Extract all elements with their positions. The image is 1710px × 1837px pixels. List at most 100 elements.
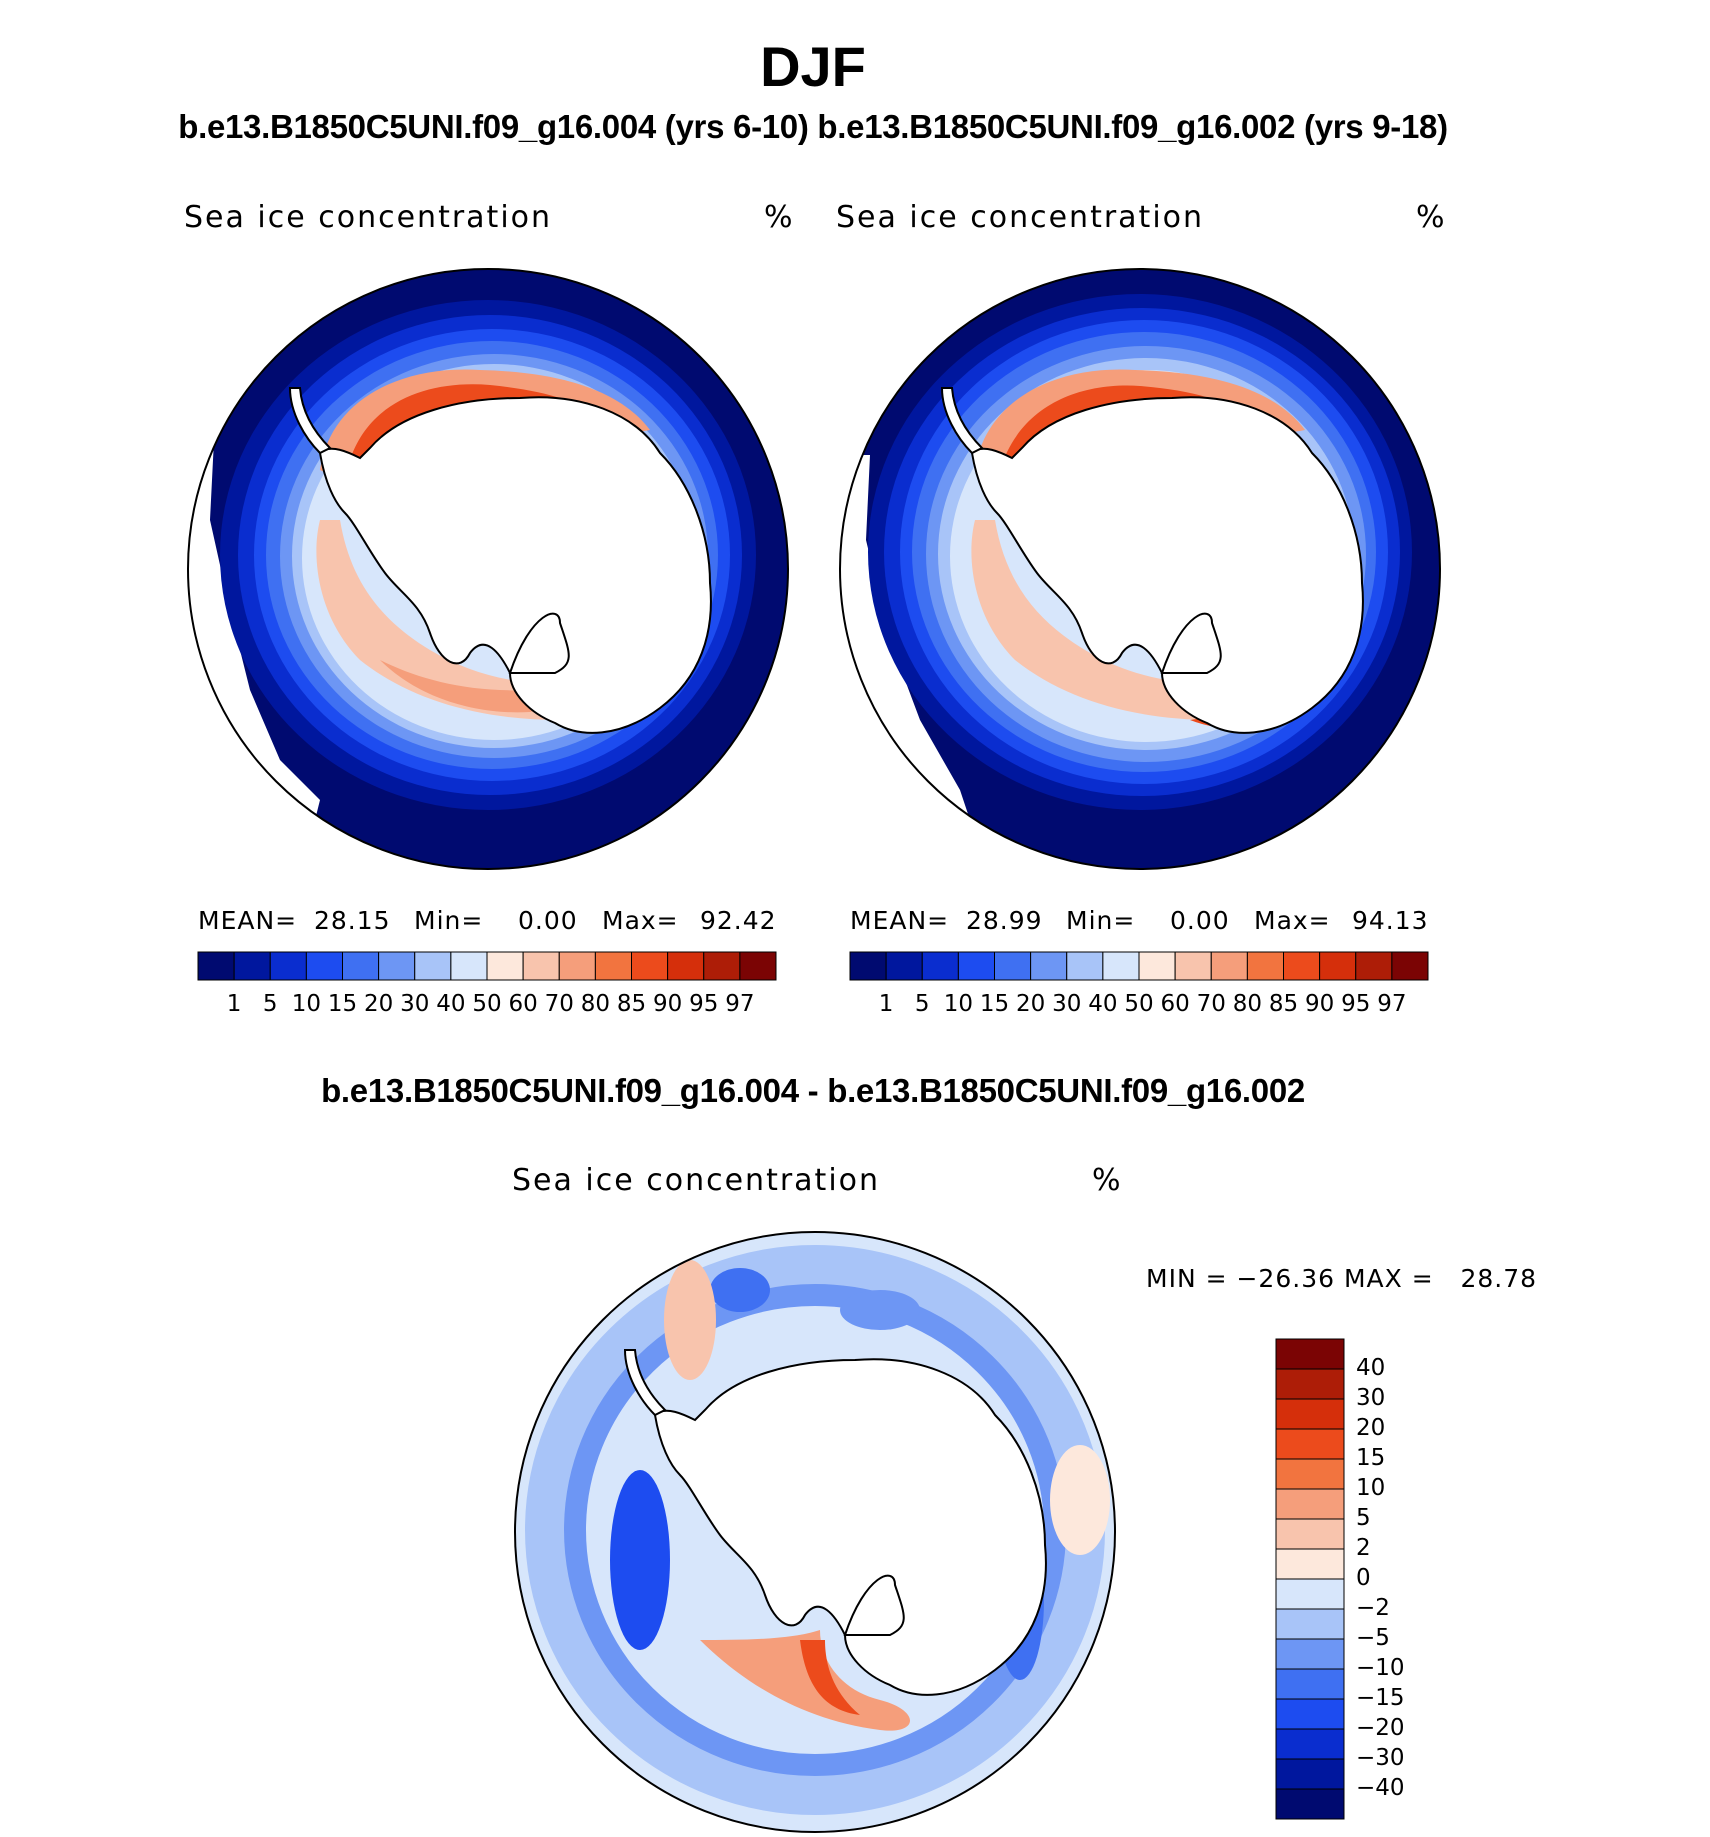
panel-2-colorbar-tick-1: 5 bbox=[914, 991, 930, 1017]
panel-2-ross-band bbox=[971, 520, 1263, 720]
panel-1-map-border bbox=[187, 268, 789, 870]
panel-2-colorbar-tick-6: 40 bbox=[1088, 991, 1118, 1017]
diff-blob-red-2 bbox=[1050, 1445, 1110, 1555]
panel-1-unit: % bbox=[764, 200, 793, 235]
diff-colorbar-tick-8: −2 bbox=[1356, 1595, 1390, 1621]
diff-colorbar-tick-13: −30 bbox=[1356, 1745, 1405, 1771]
panel-1-colorbar-tick-8: 60 bbox=[508, 991, 538, 1017]
panel-2-colorbar-tick-4: 20 bbox=[1015, 991, 1046, 1017]
diff-colorbar-swatch-14 bbox=[1275, 1758, 1345, 1790]
panel-2-colorbar bbox=[849, 951, 1429, 981]
diff-panel-title: Sea ice concentration bbox=[512, 1163, 881, 1198]
diff-panel-unit: % bbox=[1092, 1163, 1121, 1198]
panel-1-colorbar-tick-7: 50 bbox=[472, 991, 502, 1017]
panel-1-colorbar bbox=[197, 951, 777, 981]
panel-2-colorbar-tick-9: 70 bbox=[1196, 991, 1226, 1017]
diff-colorbar-tick-11: −15 bbox=[1356, 1685, 1405, 1711]
panel-2-colorbar-tick-7: 50 bbox=[1124, 991, 1154, 1017]
panel-1-colorbar-swatch-1 bbox=[233, 951, 271, 981]
diff-blob-north-1 bbox=[710, 1268, 770, 1312]
panel-2-colorbar-swatch-9 bbox=[1174, 951, 1212, 981]
diff-colorbar-swatch-4 bbox=[1275, 1458, 1345, 1490]
panel-2-colorbar-tick-2: 10 bbox=[943, 991, 974, 1017]
panel-1-colorbar-swatch-13 bbox=[667, 951, 705, 981]
diff-colorbar-tick-6: 2 bbox=[1356, 1535, 1371, 1561]
panel-2-map bbox=[839, 268, 1441, 870]
panel-2-colorbar-swatch-10 bbox=[1210, 951, 1248, 981]
diff-colorbar bbox=[1275, 1338, 1345, 1820]
diff-colorbar-swatch-9 bbox=[1275, 1608, 1345, 1640]
diff-colorbar-swatch-3 bbox=[1275, 1428, 1345, 1460]
panel-2-colorbar-swatch-2 bbox=[921, 951, 959, 981]
diff-blob-north-2 bbox=[840, 1290, 920, 1330]
panel-1-colorbar-swatch-8 bbox=[486, 951, 524, 981]
diff-ross-core bbox=[800, 1640, 860, 1715]
panel-2-mean-value: 28.99 bbox=[966, 906, 1043, 935]
panel-1-colorbar-tick-9: 70 bbox=[544, 991, 574, 1017]
diff-blob-west bbox=[610, 1470, 670, 1650]
diff-colorbar-swatch-1 bbox=[1275, 1368, 1345, 1400]
diff-colorbar-swatch-6 bbox=[1275, 1518, 1345, 1550]
panel-1-colorbar-tick-12: 90 bbox=[652, 991, 683, 1017]
panel-1-colorbar-swatch-14 bbox=[703, 951, 741, 981]
panel-2-colorbar-swatch-14 bbox=[1355, 951, 1393, 981]
panel-2-colorbar-swatch-12 bbox=[1283, 951, 1321, 981]
panel-2-colorbar-swatch-15 bbox=[1391, 951, 1429, 981]
panel-1-max-label: Max= bbox=[602, 906, 679, 935]
panel-2-colorbar-tick-13: 95 bbox=[1341, 991, 1371, 1017]
panel-1-colorbar-tick-3: 15 bbox=[327, 991, 358, 1017]
panel-2-colorbar-tick-11: 85 bbox=[1268, 991, 1299, 1017]
panel-2-min-label: Min= bbox=[1066, 906, 1136, 935]
diff-colorbar-swatch-11 bbox=[1275, 1668, 1345, 1700]
panel-1-colorbar-swatch-12 bbox=[631, 951, 669, 981]
panel-1-max-value: 92.42 bbox=[700, 906, 777, 935]
panel-1-colorbar-swatch-9 bbox=[522, 951, 560, 981]
diff-blob-red-1 bbox=[664, 1260, 716, 1380]
panel-1-colorbar-swatch-11 bbox=[594, 951, 632, 981]
diff-colorbar-swatch-12 bbox=[1275, 1698, 1345, 1730]
panel-2-colorbar-tick-10: 80 bbox=[1232, 991, 1263, 1017]
diff-map bbox=[514, 1231, 1116, 1833]
panel-1-colorbar-tick-11: 85 bbox=[616, 991, 647, 1017]
panel-2-map-border bbox=[839, 268, 1441, 870]
panel-1-colorbar-tick-14: 97 bbox=[725, 991, 755, 1017]
panel-1-colorbar-tick-5: 30 bbox=[400, 991, 430, 1017]
panel-2-colorbar-tick-14: 97 bbox=[1377, 991, 1407, 1017]
panel-1-colorbar-tick-10: 80 bbox=[580, 991, 611, 1017]
panel-2-max-value: 94.13 bbox=[1352, 906, 1429, 935]
diff-colorbar-tick-7: 0 bbox=[1356, 1565, 1371, 1591]
panel-2-colorbar-swatch-5 bbox=[1030, 951, 1068, 981]
panel-2-colorbar-swatch-3 bbox=[957, 951, 995, 981]
diff-colorbar-tick-14: −40 bbox=[1356, 1775, 1405, 1801]
panel-1-colorbar-swatch-2 bbox=[269, 951, 307, 981]
panel-2-colorbar-tick-12: 90 bbox=[1304, 991, 1335, 1017]
panel-1-mean-value: 28.15 bbox=[314, 906, 391, 935]
panel-2-colorbar-swatch-13 bbox=[1319, 951, 1357, 981]
panel-2-colorbar-tick-5: 30 bbox=[1052, 991, 1082, 1017]
panel-1-colorbar-swatch-5 bbox=[378, 951, 416, 981]
panel-1-colorbar-tick-1: 5 bbox=[262, 991, 278, 1017]
panel-1-colorbar-swatch-6 bbox=[414, 951, 452, 981]
panel-2-colorbar-swatch-4 bbox=[994, 951, 1032, 981]
panel-2-colorbar-swatch-6 bbox=[1066, 951, 1104, 981]
diff-colorbar-swatch-15 bbox=[1275, 1788, 1345, 1820]
panel-2-min-value: 0.00 bbox=[1170, 906, 1230, 935]
panel-1-ross-band bbox=[316, 520, 608, 720]
diff-colorbar-tick-9: −5 bbox=[1356, 1625, 1390, 1651]
panel-2-colorbar-tick-8: 60 bbox=[1160, 991, 1190, 1017]
difference-title: b.e13.B1850C5UNI.f09_g16.004 - b.e13.B18… bbox=[321, 1072, 1305, 1109]
panel-1-title: Sea ice concentration bbox=[184, 200, 553, 235]
panel-1-colorbar-swatch-4 bbox=[342, 951, 380, 981]
panel-1-colorbar-swatch-3 bbox=[305, 951, 343, 981]
panel-1-colorbar-swatch-0 bbox=[197, 951, 235, 981]
diff-colorbar-swatch-7 bbox=[1275, 1548, 1345, 1580]
diff-colorbar-tick-1: 30 bbox=[1356, 1385, 1386, 1411]
panel-1-colorbar-tick-13: 95 bbox=[689, 991, 719, 1017]
diff-colorbar-swatch-13 bbox=[1275, 1728, 1345, 1760]
diff-colorbar-tick-5: 5 bbox=[1356, 1505, 1371, 1531]
diff-colorbar-swatch-8 bbox=[1275, 1578, 1345, 1610]
diff-colorbar-tick-10: −10 bbox=[1356, 1655, 1405, 1681]
runs-subtitle: b.e13.B1850C5UNI.f09_g16.004 (yrs 6-10) … bbox=[178, 108, 1448, 145]
diff-map-border bbox=[514, 1231, 1116, 1833]
diff-ross-high bbox=[700, 1630, 910, 1731]
